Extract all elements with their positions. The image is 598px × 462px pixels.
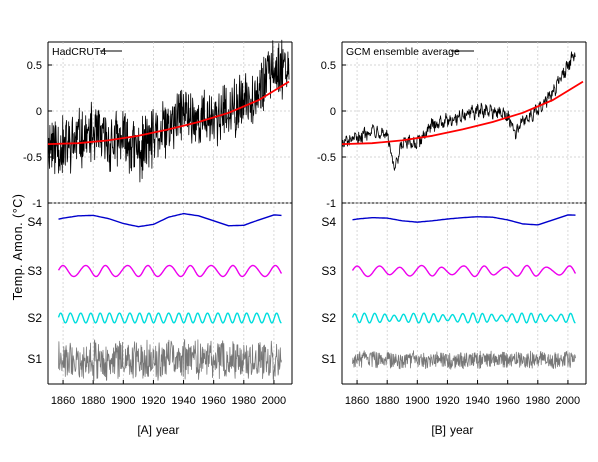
panel-a-xlabel: year (156, 423, 179, 437)
panel-b-comp-label-s4: S4 (321, 215, 336, 229)
x-tick-label: 1920 (141, 395, 165, 407)
y-tick-label: -1 (32, 198, 42, 210)
panel-a-grid (48, 42, 292, 384)
x-tick-label: 2000 (556, 395, 580, 407)
y-tick-label: -0.5 (317, 152, 336, 164)
panel-b-comp-label-s2: S2 (321, 311, 336, 325)
panel-b-series (341, 51, 584, 171)
y-tick-label: 0 (330, 106, 336, 118)
x-tick-label: 1920 (435, 395, 459, 407)
panel-b-legend-box (344, 44, 478, 58)
y-tick-label: 0.5 (321, 60, 336, 72)
x-tick-label: 1980 (232, 395, 256, 407)
series-observed-line (341, 51, 576, 171)
panel-b: 1860 1880 1900 1920 1940 1960 1980 2000 0.5 0 -0.5… (317, 41, 587, 437)
component-s3-line (57, 264, 283, 278)
panel-b-legend-label: GCM ensemble average (346, 46, 460, 58)
y-tick-label: -0.5 (23, 152, 42, 164)
panel-b-comp-label-s3: S3 (321, 264, 336, 278)
y-tick-label: 0.5 (27, 60, 42, 72)
component-s1-line (352, 350, 576, 370)
panel-a-label: [A] (137, 423, 152, 437)
x-tick-label: 1960 (201, 395, 225, 407)
panel-b-components (351, 214, 577, 370)
x-tick-label: 1900 (405, 395, 429, 407)
panel-a-legend-box (50, 44, 126, 58)
x-tick-label: 1900 (111, 395, 135, 407)
panel-a-comp-label-s4: S4 (27, 215, 42, 229)
panel-a-ticks: 1860 1880 1900 1920 1940 1960 1980 2000 0.5 0 -0.5… (23, 60, 286, 407)
panel-a-legend-label: HadCRUT4 (52, 46, 106, 58)
component-s3-line (351, 264, 577, 278)
x-tick-label: 1880 (81, 395, 105, 407)
x-tick-label: 1980 (526, 395, 550, 407)
series-observed-line (47, 39, 290, 183)
panel-a-series (47, 39, 290, 183)
panel-b-comp-label-s1: S1 (321, 352, 336, 366)
x-tick-label: 1960 (495, 395, 519, 407)
x-tick-label: 1860 (51, 395, 75, 407)
x-tick-label: 2000 (262, 395, 286, 407)
component-s4-line (352, 214, 576, 226)
x-tick-label: 1860 (345, 395, 369, 407)
x-tick-label: 1940 (171, 395, 195, 407)
panel-a-comp-label-s3: S3 (27, 264, 42, 278)
series-trend-line (47, 80, 290, 145)
panel-b-xlabel: year (450, 423, 473, 437)
component-s2-line (57, 312, 282, 324)
x-tick-label: 1940 (465, 395, 489, 407)
series-trend-line (341, 80, 584, 145)
component-s1-line (58, 339, 282, 382)
y-tick-label: -1 (326, 198, 336, 210)
panel-a-components (57, 212, 283, 382)
y-tick-label: 0 (36, 106, 42, 118)
panel-b-grid (342, 42, 586, 384)
component-s2-line (351, 312, 576, 324)
panel-a-comp-label-s1: S1 (27, 352, 42, 366)
x-tick-label: 1880 (375, 395, 399, 407)
panel-b-ticks: 1860 1880 1900 1920 1940 1960 1980 2000 0.5 0 -0.5… (317, 60, 580, 407)
component-s4-line (58, 212, 282, 228)
panel-a: 1860 1880 1900 1920 1940 1960 1980 2000 0.5 0 -0.5… (23, 39, 293, 437)
y-axis-label: Temp. Amon. (°C) (11, 194, 25, 301)
panel-b-label: [B] (431, 423, 446, 437)
panel-a-comp-label-s2: S2 (27, 311, 42, 325)
